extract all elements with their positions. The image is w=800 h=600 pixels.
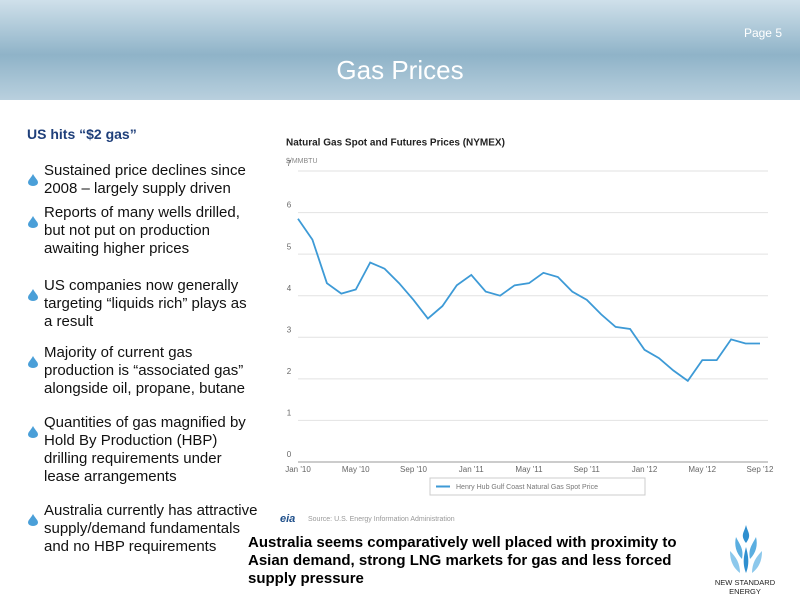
bullet: Quantities of gas magnified by Hold By P… (44, 414, 246, 485)
x-tick-label: May '10 (342, 465, 370, 474)
bullet-icon (28, 216, 38, 228)
y-axis-label: $/MMBTU (286, 158, 318, 165)
page-number: Page 5 (743, 26, 782, 40)
y-tick-label: 3 (287, 325, 292, 334)
heading: US hits “$2 gas” (27, 126, 137, 142)
bullet-icon (28, 426, 38, 438)
bullet-icon (28, 289, 38, 301)
logo-icon (730, 525, 762, 573)
y-tick-label: 1 (287, 409, 292, 418)
bullet-icon (28, 356, 38, 368)
series-line (297, 218, 760, 383)
bullet-icon (28, 174, 38, 186)
y-tick-label: 0 (287, 450, 292, 459)
conclusion: Australia seems comparatively well place… (248, 534, 677, 587)
x-tick-label: May '11 (515, 465, 543, 474)
legend-box (429, 477, 646, 496)
source-logo: eia (280, 513, 295, 525)
slide-title: Gas Prices (336, 55, 464, 85)
chart-title: Natural Gas Spot and Futures Prices (NYM… (286, 138, 505, 149)
x-tick-label: May '12 (688, 465, 716, 474)
y-tick-label: 4 (287, 284, 292, 293)
x-tick-label: Jan '10 (285, 465, 311, 474)
x-tick-label: Sep '11 (574, 465, 601, 474)
logo-text: NEW STANDARD ENERGY (714, 578, 776, 596)
source: Source: U.S. Energy Information Administ… (308, 516, 455, 523)
bullet: Australia currently has attractive suppl… (44, 502, 258, 555)
header-band (0, 0, 800, 100)
y-tick-label: 6 (287, 201, 292, 210)
bullet-icon (28, 514, 38, 526)
bullet: US companies now generally targeting “li… (44, 277, 247, 330)
x-tick-label: Jan '11 (459, 465, 485, 474)
bullet: Sustained price declines since 2008 – la… (44, 162, 246, 197)
y-tick-label: 7 (287, 159, 292, 168)
x-tick-label: Jan '12 (632, 465, 658, 474)
bullet: Majority of current gas production is “a… (44, 344, 245, 397)
y-tick-label: 5 (287, 242, 292, 251)
chart: Natural Gas Spot and Futures Prices (NYM… (280, 138, 774, 525)
x-tick-label: Sep '12 (747, 465, 774, 474)
bullet: Reports of many wells drilled, but not p… (44, 204, 240, 257)
legend-label: Henry Hub Gulf Coast Natural Gas Spot Pr… (456, 484, 598, 491)
x-tick-label: Sep '10 (400, 465, 427, 474)
y-tick-label: 2 (287, 367, 292, 376)
